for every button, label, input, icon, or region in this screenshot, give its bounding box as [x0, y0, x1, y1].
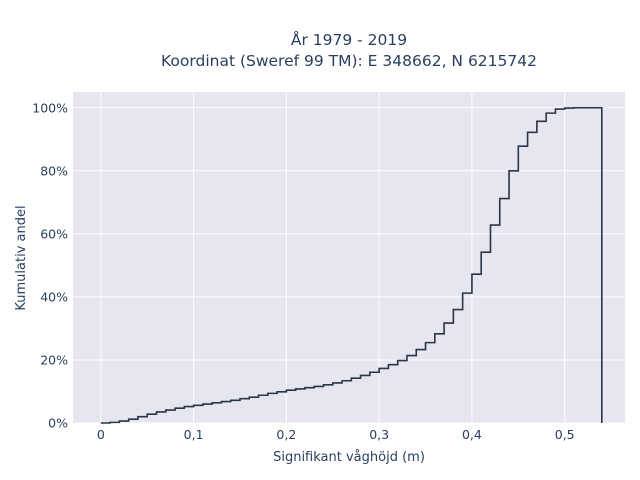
y-axis-ticks: 0% 20% 40% 60% 80% 100% [32, 100, 68, 430]
y-tick-label: 100% [32, 100, 68, 115]
y-tick-label: 20% [40, 352, 68, 367]
y-tick-label: 80% [40, 163, 68, 178]
grid-lines [73, 92, 625, 424]
y-tick-label: 60% [40, 226, 68, 241]
x-tick-label: 0,4 [462, 427, 482, 442]
x-tick-label: 0,1 [184, 427, 204, 442]
series-layer [100, 106, 603, 424]
y-tick-label: 0% [48, 416, 68, 431]
plot-area [73, 92, 625, 423]
chart-title-line-2: Koordinat (Sweref 99 TM): E 348662, N 62… [161, 52, 537, 70]
x-tick-label: 0,3 [369, 427, 389, 442]
x-axis-title: Signifikant våghöjd (m) [273, 450, 425, 465]
x-tick-label: 0,2 [276, 427, 296, 442]
y-tick-label: 40% [40, 289, 68, 304]
cdf-step-line [100, 106, 603, 424]
y-axis-title: Kumulativ andel [14, 205, 29, 310]
x-tick-label: 0,5 [555, 427, 575, 442]
chart-title-line-1: År 1979 - 2019 [291, 30, 407, 49]
x-axis-ticks: 0 0,1 0,2 0,3 0,4 0,5 [97, 427, 575, 442]
x-tick-label: 0 [97, 427, 105, 442]
